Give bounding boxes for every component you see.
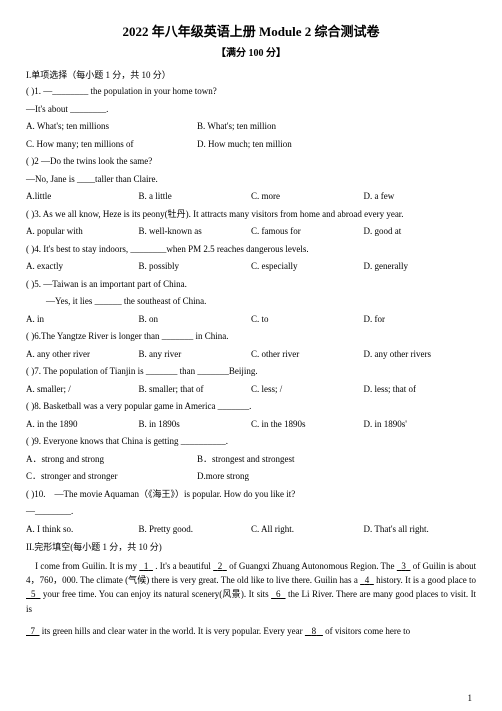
- cloze-text: I come from Guilin. It is my: [35, 561, 137, 571]
- q9-stem: ( )9. Everyone knows that China is getti…: [26, 434, 476, 450]
- blank-6: 6: [276, 589, 281, 599]
- blank-7: 7: [31, 626, 36, 636]
- q3-options: A. popular with B. well-known as C. famo…: [26, 224, 476, 240]
- q6-opt-b: B. any river: [139, 348, 252, 362]
- page-number: 1: [468, 692, 473, 706]
- blank-4: 4: [365, 575, 370, 585]
- section-1-label: I.单项选择（每小题 1 分，共 10 分）: [26, 69, 476, 83]
- q7-opt-a: A. smaller; /: [26, 383, 139, 397]
- cloze-text: its green hills and clear water in the w…: [42, 626, 303, 636]
- q10-options: A. I think so. B. Pretty good. C. All ri…: [26, 522, 476, 538]
- q4-options: A. exactly B. possibly C. especially D. …: [26, 259, 476, 275]
- q9-opt-a: A．strong and strong: [26, 453, 197, 467]
- q8-opt-a: A. in the 1890: [26, 418, 139, 432]
- blank-5: 5: [31, 589, 36, 599]
- q8-opt-d: D. in 1890s': [364, 418, 477, 432]
- q4-opt-d: D. generally: [364, 260, 477, 274]
- q9-options-row1: A．strong and strong B．strongest and stro…: [26, 452, 476, 468]
- q3-opt-c: C. famous for: [251, 225, 364, 239]
- blank-1: 1: [144, 561, 149, 571]
- q10-stem: ( )10. —The movie Aquaman（《海王》）is popula…: [26, 487, 476, 503]
- q7-options: A. smaller; / B. smaller; that of C. les…: [26, 382, 476, 398]
- q7-stem: ( )7. The population of Tianjin is _____…: [26, 364, 476, 380]
- q10-reply: —________.: [26, 504, 476, 520]
- q7-opt-b: B. smaller; that of: [139, 383, 252, 397]
- q4-opt-c: C. especially: [251, 260, 364, 274]
- q3-opt-d: D. good at: [364, 225, 477, 239]
- q5-opt-c: C. to: [251, 313, 364, 327]
- q8-opt-c: C. in the 1890s: [251, 418, 364, 432]
- q10-opt-a: A. I think so.: [26, 523, 139, 537]
- cloze-paragraph-2: 7 its green hills and clear water in the…: [26, 624, 476, 638]
- q2-opt-c: C. more: [251, 190, 364, 204]
- q1-opt-a: A. What's; ten millions: [26, 120, 197, 134]
- q7-opt-c: C. less; /: [251, 383, 364, 397]
- cloze-text: . It's a beautiful: [155, 561, 211, 571]
- q6-opt-c: C. other river: [251, 348, 364, 362]
- q2-opt-a: A.little: [26, 190, 139, 204]
- q1-stem: ( )1. —________ the population in your h…: [26, 84, 476, 100]
- q10-opt-b: B. Pretty good.: [139, 523, 252, 537]
- q10-opt-c: C. All right.: [251, 523, 364, 537]
- q8-stem: ( )8. Basketball was a very popular game…: [26, 399, 476, 415]
- q5-opt-b: B. on: [139, 313, 252, 327]
- q5-opt-a: A. in: [26, 313, 139, 327]
- q1-options-row1: A. What's; ten millions B. What's; ten m…: [26, 119, 476, 135]
- q3-opt-a: A. popular with: [26, 225, 139, 239]
- blank-2: 2: [218, 561, 223, 571]
- page-title: 2022 年八年级英语上册 Module 2 综合测试卷: [26, 22, 476, 42]
- q10-opt-d: D. That's all right.: [364, 523, 477, 537]
- q2-options: A.little B. a little C. more D. a few: [26, 189, 476, 205]
- q8-options: A. in the 1890 B. in 1890s C. in the 189…: [26, 417, 476, 433]
- q9-opt-d: D.more strong: [197, 470, 332, 484]
- q6-options: A. any other river B. any river C. other…: [26, 347, 476, 363]
- q6-stem: ( )6.The Yangtze River is longer than __…: [26, 329, 476, 345]
- cloze-text: of Guangxi Zhuang Autonomous Region. The: [229, 561, 394, 571]
- q3-opt-b: B. well-known as: [139, 225, 252, 239]
- q9-options-row2: C．stronger and stronger D.more strong: [26, 469, 476, 485]
- q2-opt-b: B. a little: [139, 190, 252, 204]
- full-score-note: 【满分 100 分】: [26, 46, 476, 61]
- q7-opt-d: D. less; that of: [364, 383, 477, 397]
- q9-opt-c: C．stronger and stronger: [26, 470, 197, 484]
- q3-stem: ( )3. As we all know, Heze is its peony(…: [26, 207, 476, 223]
- q6-opt-a: A. any other river: [26, 348, 139, 362]
- cloze-paragraph-1: I come from Guilin. It is my 1 . It's a …: [26, 559, 476, 617]
- q1-options-row2: C. How many; ten millions of D. How much…: [26, 137, 476, 153]
- q4-opt-b: B. possibly: [139, 260, 252, 274]
- q5-options: A. in B. on C. to D. for: [26, 312, 476, 328]
- q5-opt-d: D. for: [364, 313, 477, 327]
- q1-reply: —It's about ________.: [26, 102, 476, 118]
- cloze-text: your free time. You can enjoy its natura…: [43, 589, 269, 599]
- q5-stem: ( )5. —Taiwan is an important part of Ch…: [26, 277, 476, 293]
- q4-opt-a: A. exactly: [26, 260, 139, 274]
- q8-opt-b: B. in 1890s: [139, 418, 252, 432]
- section-2-label: II.完形填空(每小题 1 分，共 10 分): [26, 541, 476, 555]
- q1-opt-c: C. How many; ten millions of: [26, 138, 197, 152]
- q6-opt-d: D. any other rivers: [364, 348, 477, 362]
- q1-opt-b: B. What's; ten million: [197, 120, 332, 134]
- cloze-text: of visitors come here to: [325, 626, 410, 636]
- blank-3: 3: [401, 561, 406, 571]
- q2-opt-d: D. a few: [364, 190, 477, 204]
- cloze-text: history. It is a good place to: [376, 575, 476, 585]
- blank-8: 8: [312, 626, 317, 636]
- q9-opt-b: B．strongest and strongest: [197, 453, 332, 467]
- q5-reply: —Yes, it lies ______ the southeast of Ch…: [26, 294, 476, 310]
- q2-reply: —No, Jane is ____taller than Claire.: [26, 172, 476, 188]
- q2-stem: ( )2 —Do the twins look the same?: [26, 154, 476, 170]
- q4-stem: ( )4. It's best to stay indoors, _______…: [26, 242, 476, 258]
- q1-opt-d: D. How much; ten million: [197, 138, 332, 152]
